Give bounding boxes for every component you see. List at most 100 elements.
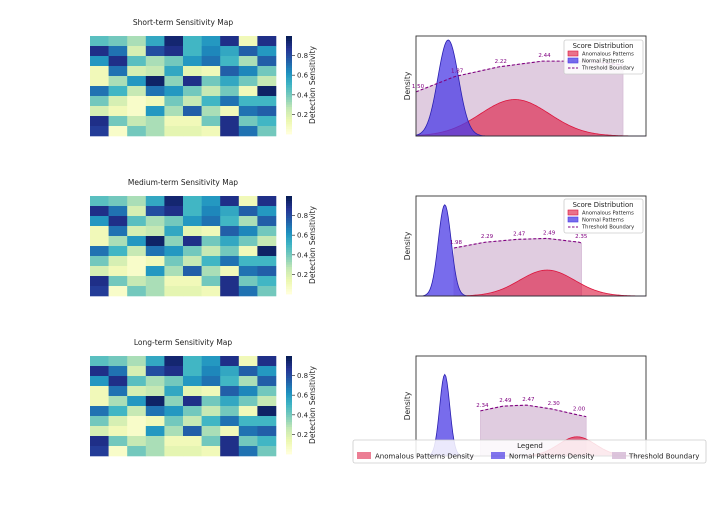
colorbar-segment [286, 131, 292, 135]
colorbar-segment [286, 77, 292, 81]
heatmap-cell [201, 446, 221, 457]
colorbar-segment [286, 109, 292, 113]
colorbar-segment [286, 281, 292, 285]
colorbar-segment [286, 449, 292, 452]
colorbar-tick-label: 0.8 [297, 212, 308, 220]
heatmap-cell [108, 46, 128, 57]
colorbar-segment [286, 89, 292, 93]
heatmap-cell [183, 216, 202, 227]
heatmap-cell [238, 246, 258, 257]
heatmap-cell [108, 206, 128, 217]
heatmap-cell [201, 196, 221, 207]
heatmap-cell [164, 226, 184, 237]
colorbar-segment [286, 43, 292, 47]
colorbar-segment [286, 392, 292, 396]
threshold-value-label: 2.49 [543, 230, 556, 236]
heatmap-panel-2: Medium-term Sensitivity Map 0.2 0.4 0.6 0.8… [90, 178, 317, 297]
colorbar-segment [286, 50, 292, 54]
colorbar-segment [286, 380, 292, 384]
heatmap-cell [257, 96, 277, 107]
bottom-legend-title: Legend [517, 442, 543, 450]
heatmap-cell [238, 76, 258, 87]
colorbar-segment [286, 279, 292, 283]
colorbar-tick-label: 0.6 [297, 232, 309, 240]
heatmap-cell [257, 116, 277, 127]
density-panel-1: Density 1.50 1.87 2.22 2.44 Score Distribut… [403, 35, 647, 137]
density-ylabel-1: Density [403, 71, 412, 100]
colorbar-segment [286, 45, 292, 49]
colorbar-segment [286, 284, 292, 288]
heatmap-cell [183, 406, 202, 417]
colorbar-segment [286, 434, 292, 438]
heatmap-cell [145, 116, 165, 127]
colorbar-segment [286, 208, 292, 212]
legend-box [563, 198, 644, 234]
colorbar-segment [286, 387, 292, 391]
heatmap-cell [257, 126, 277, 137]
heatmap-cell [108, 356, 128, 367]
heatmap-cell [145, 446, 165, 457]
colorbar-segment [286, 129, 292, 132]
colorbar-segment [286, 58, 292, 61]
heatmap-cell [145, 126, 165, 137]
heatmap-cell [257, 236, 277, 247]
colorbar-segment [286, 446, 292, 450]
colorbar-segment [286, 274, 292, 278]
heatmap-cell [145, 356, 165, 367]
heatmap-cell [183, 206, 202, 217]
heatmap-cell [257, 386, 277, 397]
colorbar-segment [286, 230, 292, 234]
colorbar-segment [286, 363, 292, 367]
threshold-value-label: 1.98 [450, 240, 463, 246]
colorbar-segment [286, 427, 292, 430]
heatmap-cell [90, 256, 109, 267]
heatmap-cell [183, 56, 202, 67]
heatmap-cell [108, 66, 128, 77]
heatmap-cell [201, 416, 221, 427]
colorbar-tick-label: 0.8 [297, 52, 308, 60]
heatmap-cell [90, 66, 109, 77]
heatmap-cell [127, 356, 147, 367]
heatmap-cell [201, 436, 221, 447]
heatmap-cell [164, 426, 184, 437]
threshold-value-label: 1.50 [412, 84, 425, 90]
colorbar-segment [286, 82, 292, 86]
heatmap-cell [127, 286, 147, 297]
legend-label-anomalous: Anomalous Patterns [582, 211, 634, 217]
heatmap-cell [201, 116, 221, 127]
colorbar-segment [286, 36, 292, 39]
heatmap-cell [257, 276, 277, 287]
heatmap-cell [201, 396, 221, 407]
heatmap-cell [108, 86, 128, 97]
heatmap-cell [220, 426, 240, 437]
heatmap-cell [145, 406, 165, 417]
colorbar-segment [286, 395, 292, 399]
heatmap-cell [183, 416, 202, 427]
heatmap-cell [201, 406, 221, 417]
colorbar-segment [286, 414, 292, 418]
heatmap-cell [164, 196, 184, 207]
heatmap-cell [164, 236, 184, 247]
heatmap-cell [90, 446, 109, 457]
heatmap-cell [108, 426, 128, 437]
colorbar-segment [286, 402, 292, 406]
heatmap-cell [257, 216, 277, 227]
heatmap-cell [238, 56, 258, 67]
heatmap-cell [108, 406, 128, 417]
density-legend-2: Score Distribution Anomalous Patterns No… [563, 198, 644, 234]
colorbar-segment [286, 53, 292, 56]
colorbar-segment [286, 121, 292, 125]
heatmap-cell [238, 96, 258, 107]
bottom-legend-swatch-threshold [612, 452, 626, 459]
heatmap-cells-3 [90, 356, 277, 457]
heatmap-cell [257, 256, 277, 267]
heatmap-cell [90, 246, 109, 257]
heatmap-cell [220, 406, 240, 417]
heatmap-cell [127, 216, 147, 227]
heatmap-cell [108, 226, 128, 237]
colorbar-segment [286, 38, 292, 42]
threshold-value-label: 2.29 [481, 234, 494, 240]
colorbar-segment [286, 269, 292, 273]
colorbar-segment [286, 417, 292, 421]
